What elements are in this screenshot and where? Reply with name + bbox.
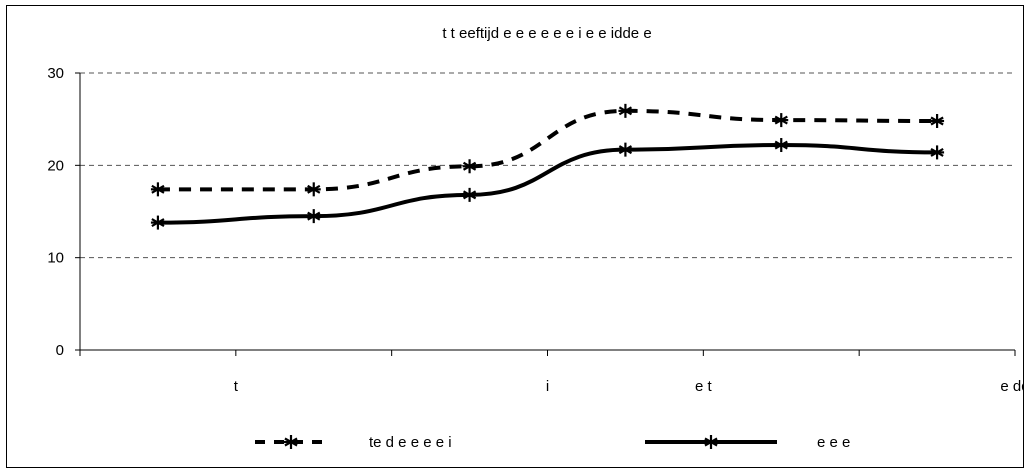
chart-title: t t eeftijd e e e e e e i e e idde e bbox=[442, 25, 651, 42]
x-tick-label: t bbox=[234, 378, 239, 395]
series-line-1 bbox=[157, 143, 938, 225]
legend-marker-1 bbox=[704, 435, 718, 449]
data-point-0-2 bbox=[462, 159, 477, 174]
legend-item-0: te d e e e e i bbox=[255, 434, 452, 451]
y-tick-label: 30 bbox=[47, 65, 64, 82]
data-point-1-2 bbox=[462, 187, 477, 202]
data-point-1-4 bbox=[774, 138, 789, 153]
series-1 bbox=[150, 138, 945, 230]
x-tick-label: i bbox=[546, 378, 549, 395]
legend-label-0: te d e e e e i bbox=[369, 434, 452, 451]
legend-marker-0 bbox=[284, 435, 298, 449]
data-point-0-0 bbox=[150, 182, 165, 197]
y-tick-label: 10 bbox=[47, 250, 64, 267]
data-point-0-4 bbox=[774, 113, 789, 128]
data-point-1-1 bbox=[306, 209, 321, 224]
x-tick-label: e dd bbox=[1000, 378, 1023, 395]
y-tick-label: 0 bbox=[56, 342, 64, 359]
data-point-1-5 bbox=[930, 145, 945, 160]
legend-label-1: e e e bbox=[817, 434, 850, 451]
grid-lines bbox=[80, 72, 1015, 259]
data-point-1-0 bbox=[150, 215, 165, 230]
data-point-0-1 bbox=[306, 182, 321, 197]
legend: te d e e e e i e e e bbox=[255, 434, 850, 451]
series-line-0 bbox=[157, 108, 938, 192]
x-axis-tick-labels: t i e t e dd bbox=[234, 378, 1030, 395]
data-point-0-5 bbox=[930, 114, 945, 129]
axes bbox=[75, 72, 1016, 356]
x-tick-label: e t bbox=[695, 378, 713, 395]
line-chart: t t eeftijd e e e e e e i e e idde e 0 10… bbox=[47, 25, 1030, 451]
series-0 bbox=[150, 103, 945, 197]
y-tick-label: 20 bbox=[47, 157, 64, 174]
legend-item-1: e e e bbox=[645, 434, 850, 451]
series bbox=[150, 103, 945, 230]
data-point-0-3 bbox=[618, 103, 633, 118]
chart-frame: t t eeftijd e e e e e e i e e idde e 0 10… bbox=[6, 5, 1030, 468]
y-axis-tick-labels: 0 10 20 30 bbox=[47, 65, 64, 359]
data-point-1-3 bbox=[618, 142, 633, 157]
